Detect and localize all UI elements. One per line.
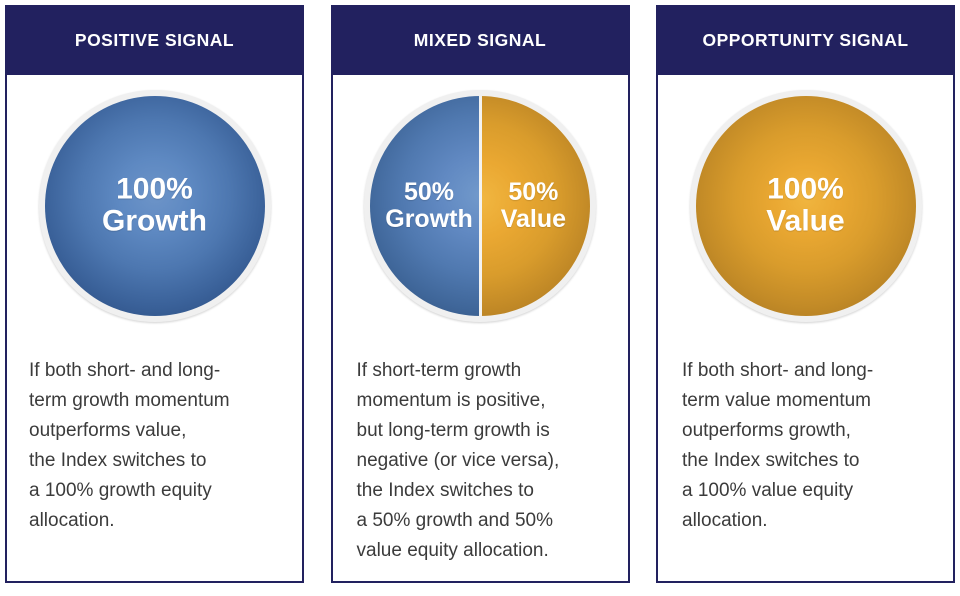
panel-body-mixed-signal: 50% Growth 50% Value If short-term growt…: [333, 75, 628, 585]
allocation-circle-value-100: 100% Value: [689, 90, 922, 322]
panel-mixed-signal: MIXED SIGNAL 50% Growth: [330, 5, 630, 585]
circle-wrap-positive-signal: 100% Growth: [7, 75, 302, 337]
circle-split-divider: [478, 96, 482, 316]
panel-title-mixed-signal: MIXED SIGNAL: [413, 30, 547, 51]
allocation-circle-growth-100: 100% Growth: [38, 90, 271, 322]
panel-opportunity-signal: OPPORTUNITY SIGNAL 100% Value If bo: [656, 5, 955, 583]
panel-description-opportunity-signal: If both short- and long- term value mome…: [682, 360, 874, 532]
circle-segment-growth: [44, 96, 265, 316]
panel-header-mixed-signal: MIXED SIGNAL: [332, 7, 628, 75]
panel-header-positive-signal: POSITIVE SIGNAL: [7, 7, 302, 75]
panel-description-mixed-signal: If short-term growth momentum is positiv…: [356, 360, 560, 562]
panel-positive-signal: POSITIVE SIGNAL 100% Growth If both: [5, 5, 304, 583]
panel-body-positive-signal: 100% Growth If both short- and long- ter…: [7, 75, 302, 581]
panel-title-opportunity-signal: OPPORTUNITY SIGNAL: [702, 30, 909, 51]
allocation-circle-growth-value-50-50: 50% Growth 50% Value: [364, 90, 596, 322]
panel-header-opportunity-signal: OPPORTUNITY SIGNAL: [658, 7, 953, 75]
circle-wrap-opportunity-signal: 100% Value: [658, 75, 953, 337]
circle-segment-value: [480, 96, 590, 316]
panel-description-positive-signal: If both short- and long- term growth mom…: [29, 360, 230, 532]
circle-segment-value: [695, 96, 916, 316]
circle-segment-growth: [370, 96, 480, 316]
panel-title-positive-signal: POSITIVE SIGNAL: [74, 30, 235, 51]
panel-body-opportunity-signal: 100% Value If both short- and long- term…: [658, 75, 953, 581]
circle-wrap-mixed-signal: 50% Growth 50% Value: [333, 75, 628, 337]
